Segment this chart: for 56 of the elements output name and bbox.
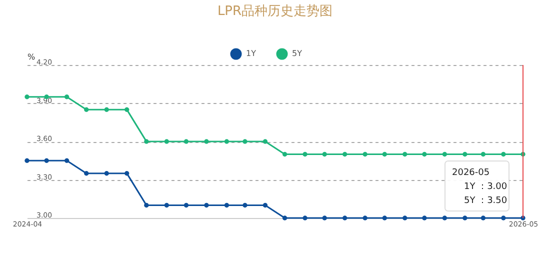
point (342, 216, 348, 220)
point (262, 139, 268, 144)
point (164, 202, 170, 208)
point (144, 202, 149, 208)
y-axis-title: % (28, 52, 36, 62)
point (262, 202, 268, 208)
point (242, 202, 248, 208)
point (462, 152, 468, 157)
point (184, 139, 189, 144)
point (64, 94, 70, 100)
point (242, 139, 248, 144)
point (362, 216, 368, 220)
point (124, 171, 130, 176)
point (224, 139, 230, 144)
point (144, 139, 149, 144)
point (282, 152, 288, 157)
point (480, 152, 486, 157)
point (342, 152, 348, 157)
point (124, 107, 130, 112)
point (104, 107, 109, 112)
point (382, 216, 387, 220)
annotation: 2026-05 (452, 168, 490, 178)
point (282, 216, 288, 220)
annotation: 5Y ：3.50 (464, 196, 508, 206)
point (302, 152, 308, 157)
point (442, 152, 448, 157)
point (462, 216, 468, 220)
point (322, 152, 327, 157)
point (442, 216, 448, 220)
point (84, 107, 89, 112)
point (480, 216, 486, 220)
point (24, 94, 30, 100)
point (422, 216, 427, 220)
legend-label: 1Y (246, 49, 256, 58)
point (322, 216, 327, 220)
point (204, 202, 209, 208)
point (64, 158, 70, 163)
point (402, 216, 408, 220)
point (501, 152, 506, 157)
point (104, 171, 109, 176)
point (422, 152, 427, 157)
annotation: 1Y ：3.00 (464, 182, 508, 192)
point (204, 139, 209, 144)
point (84, 171, 89, 176)
point (224, 202, 230, 208)
point (382, 152, 387, 157)
point (501, 216, 506, 220)
point (184, 202, 189, 208)
point (44, 158, 49, 163)
point (362, 152, 368, 157)
legend-label: 5Y (292, 49, 302, 58)
point (164, 139, 170, 144)
point (402, 152, 408, 157)
point (24, 158, 30, 163)
point (302, 216, 308, 220)
chart-title: LPR品种历史走势图 (217, 4, 333, 19)
